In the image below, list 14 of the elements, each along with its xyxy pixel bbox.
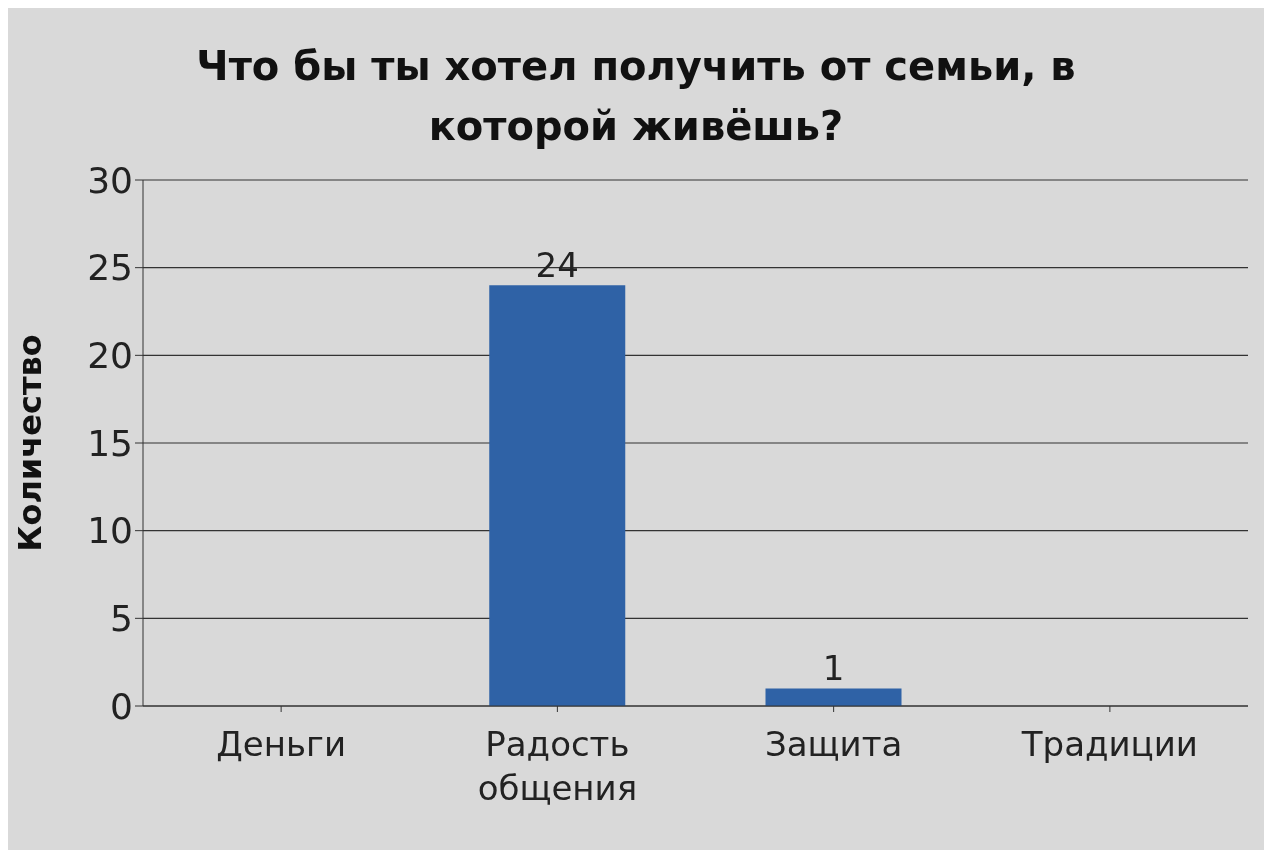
data-label: 1 (822, 648, 845, 689)
x-tick-label: Радость общения (477, 724, 638, 808)
y-tick-label: 5 (110, 598, 133, 640)
y-tick-label: 20 (87, 335, 133, 377)
x-tick-label: Защита (764, 724, 903, 764)
y-tick-label: 15 (87, 422, 133, 464)
y-axis-title: Количество (11, 334, 50, 552)
chart-title: Что бы ты хотел получить от семьи, в которой живёшь? (195, 42, 1077, 151)
y-tick-label: 25 (87, 247, 133, 289)
x-tick-label: Традиции (1020, 724, 1198, 764)
y-tick-label: 30 (87, 159, 133, 201)
y-tick-label: 10 (87, 510, 133, 552)
x-tick-label: Деньги (216, 724, 346, 764)
y-tick-label: 0 (110, 685, 133, 727)
